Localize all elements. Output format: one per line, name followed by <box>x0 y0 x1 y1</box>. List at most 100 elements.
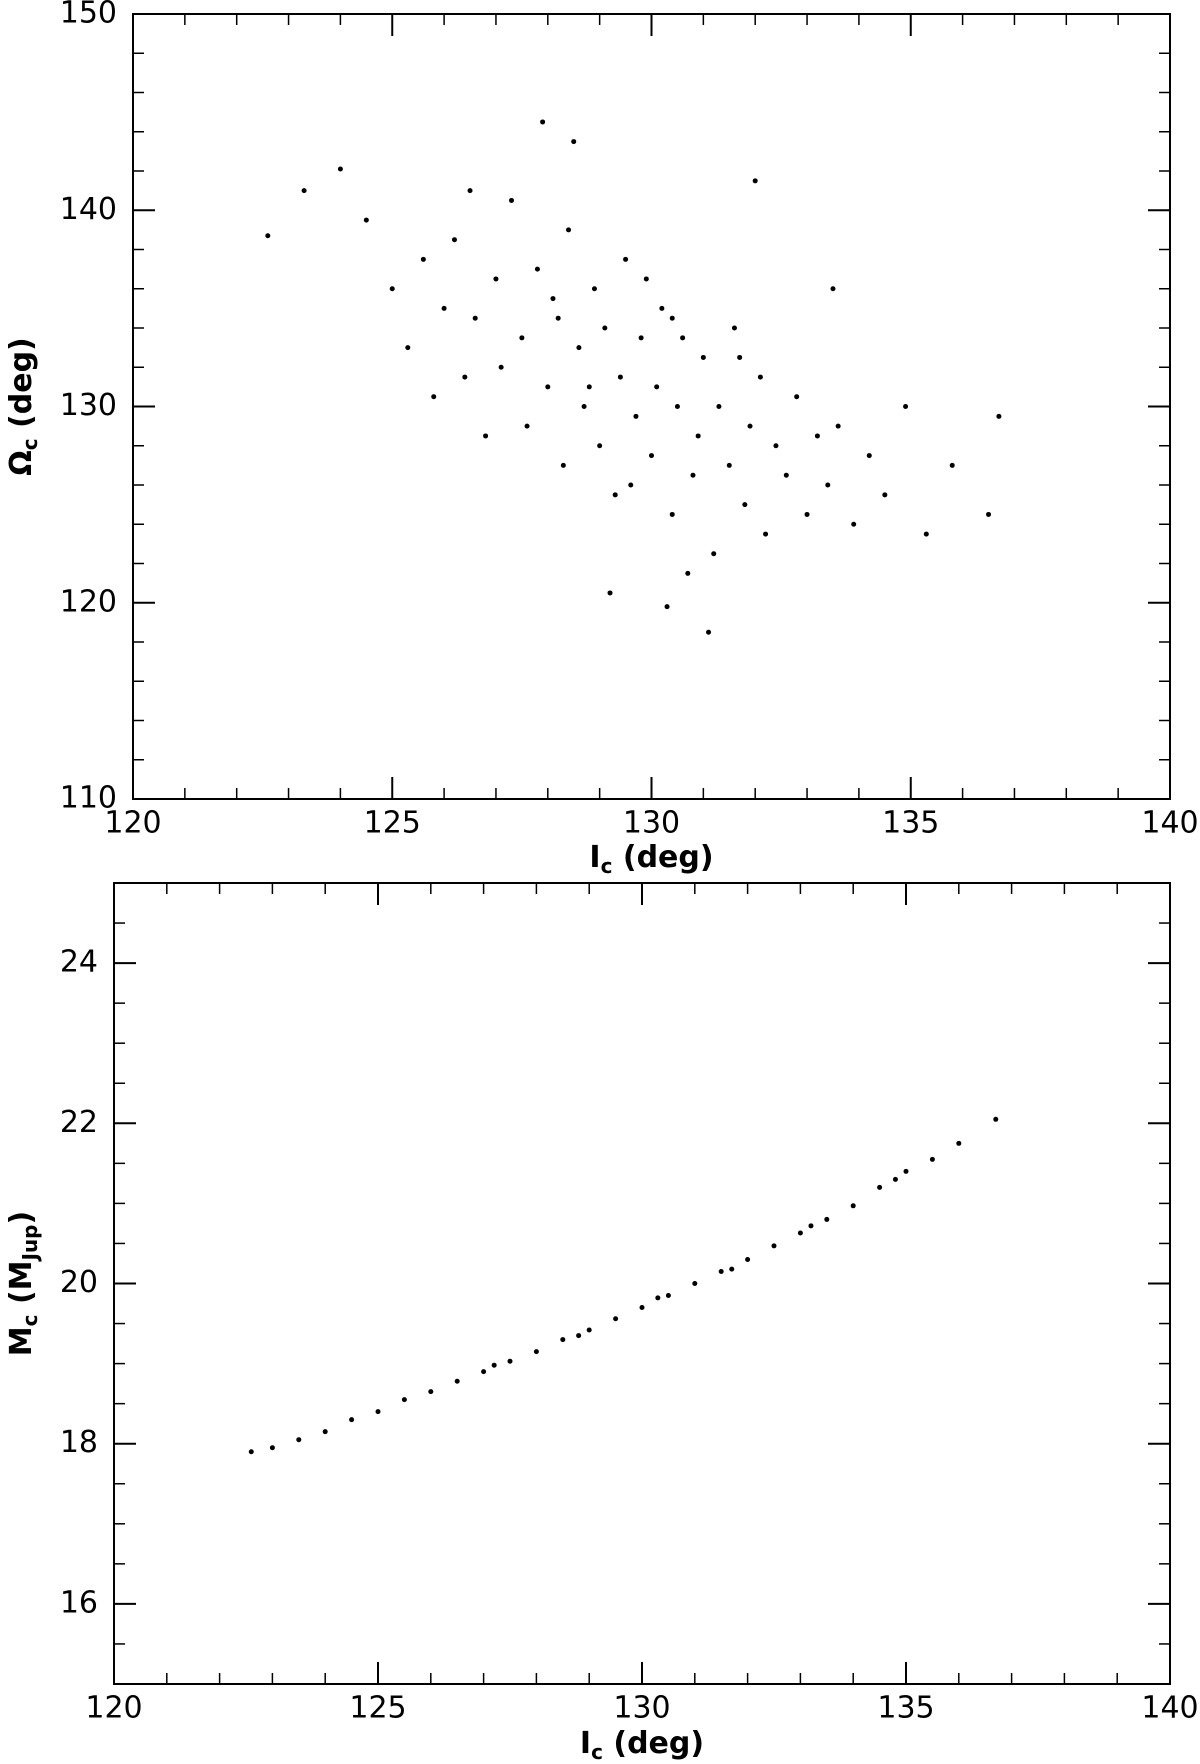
point <box>882 492 888 498</box>
point <box>866 453 872 459</box>
point <box>804 511 810 517</box>
point <box>851 521 857 527</box>
x-tick-label: 130 <box>613 1691 670 1726</box>
point <box>659 305 665 311</box>
point <box>405 345 411 351</box>
point <box>612 492 618 498</box>
point <box>534 266 540 272</box>
point <box>773 443 779 449</box>
point <box>602 325 608 331</box>
point <box>835 423 841 429</box>
point <box>337 166 343 172</box>
point <box>903 1168 909 1174</box>
point <box>794 394 800 400</box>
point <box>301 188 307 194</box>
x-tick-label: 135 <box>882 806 939 841</box>
point <box>560 462 566 468</box>
point <box>617 374 623 380</box>
point <box>566 227 572 233</box>
y-tick-label: 18 <box>60 1425 98 1460</box>
point <box>674 404 680 409</box>
x-tick-label: 135 <box>877 1691 934 1726</box>
point <box>685 570 691 576</box>
point <box>655 1295 661 1301</box>
point <box>576 1333 582 1339</box>
point <box>431 394 437 400</box>
point <box>628 482 634 488</box>
point <box>929 1156 935 1162</box>
point <box>540 119 546 125</box>
x-tick-label: 130 <box>623 806 680 841</box>
point <box>586 384 592 390</box>
point <box>498 364 504 370</box>
point <box>669 315 675 321</box>
point <box>680 335 686 341</box>
point <box>986 511 992 517</box>
y-tick-label: 20 <box>60 1265 98 1300</box>
point <box>296 1437 302 1443</box>
point <box>491 1362 497 1368</box>
point <box>581 404 587 409</box>
label-subscript: Jup <box>18 1224 42 1262</box>
point <box>560 1337 566 1343</box>
point <box>472 315 478 321</box>
point <box>892 1176 898 1182</box>
label-text: I <box>580 1726 591 1761</box>
point <box>454 1378 460 1384</box>
point <box>269 1445 275 1451</box>
point <box>462 374 468 380</box>
point <box>716 404 722 409</box>
point <box>664 604 670 610</box>
point <box>607 590 613 596</box>
point <box>956 1140 962 1146</box>
y-tick-label: 16 <box>60 1585 98 1620</box>
point <box>700 354 706 360</box>
point <box>467 188 473 194</box>
point <box>729 1266 735 1272</box>
label-subscript: c <box>18 438 42 450</box>
axis-label: Mc (MJup) <box>4 1211 42 1356</box>
point <box>903 404 909 409</box>
label-text: Ω <box>4 450 39 476</box>
point <box>633 413 639 419</box>
point <box>363 217 369 223</box>
point <box>695 433 701 439</box>
point <box>597 443 603 449</box>
point <box>591 286 597 292</box>
point <box>524 423 530 429</box>
point <box>850 1203 856 1209</box>
x-tick-label: 140 <box>1141 806 1198 841</box>
x-tick-label: 120 <box>85 1691 142 1726</box>
y-tick-label: 130 <box>60 388 117 423</box>
axis-label: Ic (deg) <box>589 840 713 878</box>
label-text: I <box>589 840 600 875</box>
point <box>711 551 717 557</box>
point <box>623 256 629 262</box>
point <box>571 139 577 145</box>
point <box>265 233 271 239</box>
point <box>613 1316 619 1322</box>
point <box>401 1397 407 1403</box>
point <box>692 1281 698 1286</box>
label-text: ) <box>4 1211 39 1225</box>
plot-frame <box>132 13 1171 800</box>
label-subscript: c <box>18 1315 42 1327</box>
x-tick-label: 125 <box>349 1691 406 1726</box>
point <box>742 502 748 508</box>
point <box>555 315 561 321</box>
point <box>706 629 712 635</box>
point <box>797 1230 803 1236</box>
point <box>481 1369 487 1375</box>
point <box>877 1184 883 1190</box>
plot-frame <box>113 882 1171 1685</box>
point <box>814 433 820 439</box>
point <box>763 531 769 537</box>
point <box>428 1389 434 1395</box>
point <box>576 345 582 351</box>
point <box>638 335 644 341</box>
point <box>654 384 660 390</box>
point <box>639 1305 645 1311</box>
label-text: M <box>4 1326 39 1356</box>
point <box>726 462 732 468</box>
